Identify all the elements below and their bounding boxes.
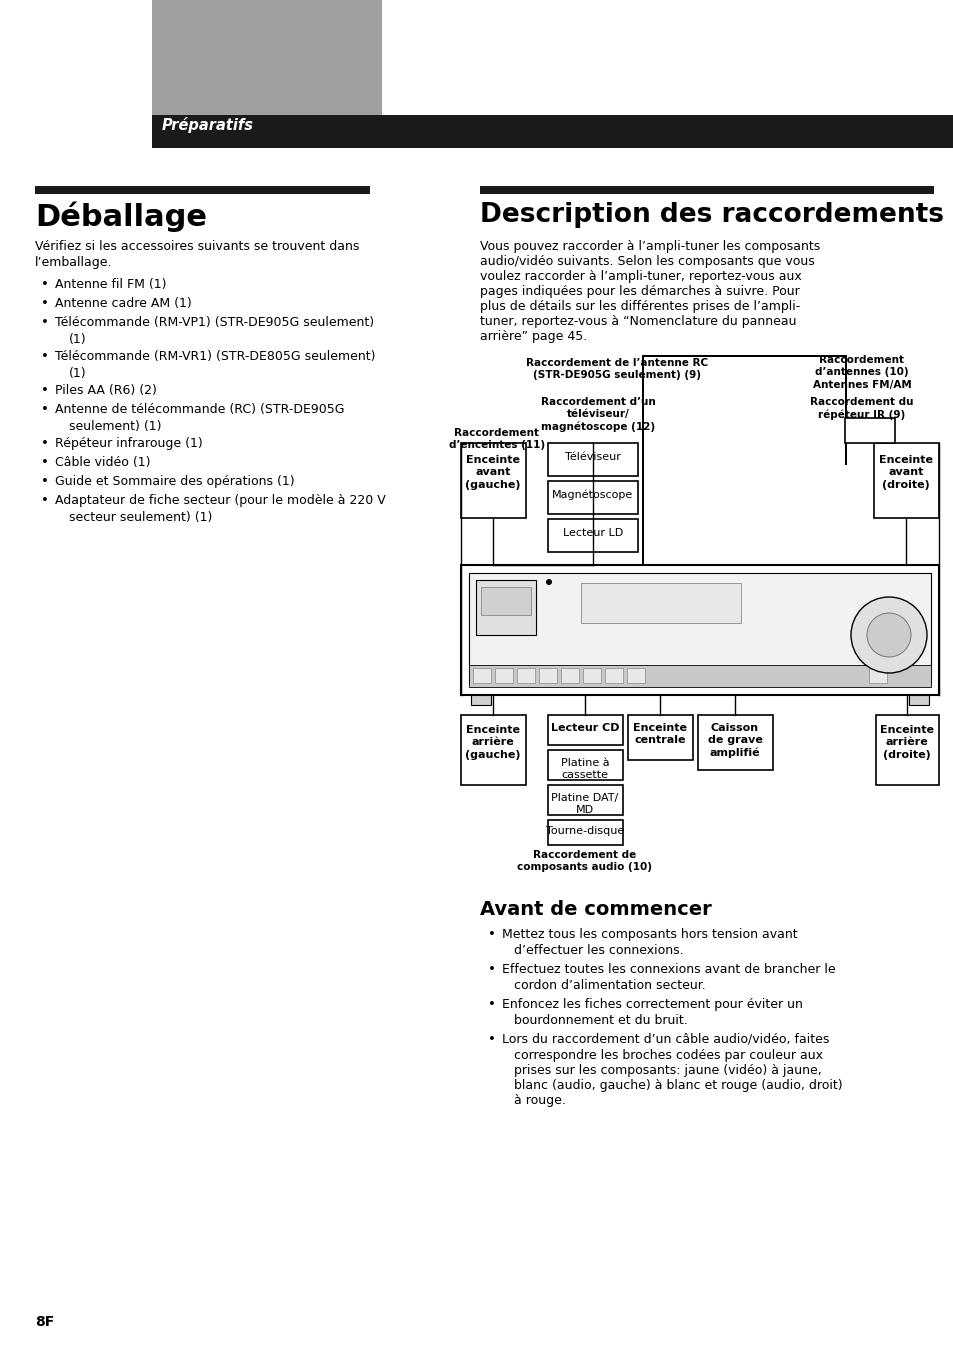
Text: plus de détails sur les différentes prises de l’ampli-: plus de détails sur les différentes pris… bbox=[479, 300, 800, 313]
Circle shape bbox=[866, 613, 910, 657]
Text: prises sur les composants: jaune (vidéo) à jaune,: prises sur les composants: jaune (vidéo)… bbox=[514, 1065, 821, 1077]
Text: Antenne cadre AM (1): Antenne cadre AM (1) bbox=[55, 297, 192, 309]
Bar bbox=[560, 667, 578, 684]
Bar bbox=[641, 355, 844, 357]
Text: Enceinte
avant
(gauche): Enceinte avant (gauche) bbox=[465, 455, 520, 490]
Text: •: • bbox=[41, 316, 49, 330]
Circle shape bbox=[545, 580, 552, 585]
Text: Vérifiez si les accessoires suivants se trouvent dans: Vérifiez si les accessoires suivants se … bbox=[35, 240, 359, 253]
Bar bbox=[604, 667, 622, 684]
Bar bbox=[547, 715, 622, 744]
Bar bbox=[547, 785, 622, 815]
Text: Tourne-disque: Tourne-disque bbox=[545, 825, 623, 836]
Text: •: • bbox=[41, 494, 49, 507]
Circle shape bbox=[850, 597, 926, 673]
Text: (1): (1) bbox=[69, 367, 87, 380]
Bar bbox=[580, 584, 740, 623]
Bar bbox=[152, 115, 953, 149]
Text: Platine DAT/
MD: Platine DAT/ MD bbox=[551, 793, 618, 816]
Text: •: • bbox=[41, 384, 49, 397]
Text: Enceinte
arrière
(droite): Enceinte arrière (droite) bbox=[879, 725, 933, 759]
Text: l’emballage.: l’emballage. bbox=[35, 255, 112, 269]
Text: •: • bbox=[41, 297, 49, 309]
Text: Effectuez toutes les connexions avant de brancher le: Effectuez toutes les connexions avant de… bbox=[501, 963, 835, 975]
Text: Enceinte
centrale: Enceinte centrale bbox=[633, 723, 686, 746]
Text: •: • bbox=[41, 476, 49, 488]
Bar bbox=[35, 186, 370, 195]
Text: Magnétoscope: Magnétoscope bbox=[552, 490, 633, 500]
Text: Raccordement d’un
téléviseur/
magnétoscope (12): Raccordement d’un téléviseur/ magnétosco… bbox=[540, 397, 655, 432]
Text: pages indiquées pour les démarches à suivre. Pour: pages indiquées pour les démarches à sui… bbox=[479, 285, 799, 299]
Text: •: • bbox=[41, 436, 49, 450]
Bar bbox=[547, 519, 638, 553]
Text: secteur seulement) (1): secteur seulement) (1) bbox=[69, 511, 213, 524]
Text: (1): (1) bbox=[69, 332, 87, 346]
Text: •: • bbox=[41, 278, 49, 290]
Bar bbox=[582, 667, 600, 684]
Bar bbox=[538, 667, 557, 684]
Text: seulement) (1): seulement) (1) bbox=[69, 420, 161, 434]
Bar bbox=[698, 715, 772, 770]
Bar bbox=[547, 820, 622, 844]
Text: Lecteur LD: Lecteur LD bbox=[562, 528, 622, 538]
Text: Caisson
de grave
amplifié: Caisson de grave amplifié bbox=[707, 723, 761, 758]
Bar bbox=[460, 565, 938, 694]
Text: Téléviseur: Téléviseur bbox=[564, 453, 620, 462]
Text: Télécommande (RM-VP1) (STR-DE905G seulement): Télécommande (RM-VP1) (STR-DE905G seulem… bbox=[55, 316, 374, 330]
Text: à rouge.: à rouge. bbox=[514, 1094, 565, 1106]
Text: voulez raccorder à l’ampli-tuner, reportez-vous aux: voulez raccorder à l’ampli-tuner, report… bbox=[479, 270, 801, 282]
Bar bbox=[469, 665, 930, 688]
Text: cordon d’alimentation secteur.: cordon d’alimentation secteur. bbox=[514, 979, 705, 992]
Text: Raccordement de
composants audio (10): Raccordement de composants audio (10) bbox=[517, 850, 652, 873]
Text: Piles AA (R6) (2): Piles AA (R6) (2) bbox=[55, 384, 156, 397]
Text: Vous pouvez raccorder à l’ampli-tuner les composants: Vous pouvez raccorder à l’ampli-tuner le… bbox=[479, 240, 820, 253]
Text: •: • bbox=[488, 998, 496, 1011]
Bar bbox=[473, 667, 491, 684]
Text: Répéteur infrarouge (1): Répéteur infrarouge (1) bbox=[55, 436, 203, 450]
Text: Raccordement
d’antennes (10)
Antennes FM/AM: Raccordement d’antennes (10) Antennes FM… bbox=[812, 355, 910, 390]
Bar bbox=[844, 355, 846, 465]
Text: blanc (audio, gauche) à blanc et rouge (audio, droit): blanc (audio, gauche) à blanc et rouge (… bbox=[514, 1079, 841, 1092]
Text: Mettez tous les composants hors tension avant: Mettez tous les composants hors tension … bbox=[501, 928, 797, 942]
Text: Adaptateur de fiche secteur (pour le modèle à 220 V: Adaptateur de fiche secteur (pour le mod… bbox=[55, 494, 385, 507]
Text: Raccordement de l’antenne RC
(STR-DE905G seulement) (9): Raccordement de l’antenne RC (STR-DE905G… bbox=[525, 358, 707, 381]
Text: Déballage: Déballage bbox=[35, 203, 207, 232]
Bar bbox=[641, 355, 643, 565]
Text: Préparatifs: Préparatifs bbox=[162, 118, 253, 132]
Bar bbox=[547, 481, 638, 513]
Bar bbox=[152, 0, 381, 115]
Text: •: • bbox=[41, 350, 49, 363]
Text: arrière” page 45.: arrière” page 45. bbox=[479, 330, 587, 343]
Bar bbox=[547, 443, 638, 476]
Text: d’effectuer les connexions.: d’effectuer les connexions. bbox=[514, 944, 683, 957]
Bar bbox=[469, 573, 930, 684]
Bar bbox=[844, 417, 894, 443]
Text: bourdonnement et du bruit.: bourdonnement et du bruit. bbox=[514, 1015, 687, 1027]
Text: 8F: 8F bbox=[35, 1315, 54, 1329]
Bar bbox=[460, 715, 525, 785]
Text: Antenne de télécommande (RC) (STR-DE905G: Antenne de télécommande (RC) (STR-DE905G bbox=[55, 403, 344, 416]
Bar bbox=[471, 694, 491, 705]
Bar bbox=[495, 667, 513, 684]
Bar bbox=[547, 750, 622, 780]
Text: Description des raccordements: Description des raccordements bbox=[479, 203, 943, 228]
Bar bbox=[517, 667, 535, 684]
Text: Télécommande (RM-VR1) (STR-DE805G seulement): Télécommande (RM-VR1) (STR-DE805G seulem… bbox=[55, 350, 375, 363]
Text: Lecteur CD: Lecteur CD bbox=[550, 723, 618, 734]
Text: Antenne fil FM (1): Antenne fil FM (1) bbox=[55, 278, 167, 290]
Bar bbox=[479, 186, 933, 195]
Text: tuner, reportez-vous à “Nomenclature du panneau: tuner, reportez-vous à “Nomenclature du … bbox=[479, 315, 796, 328]
Text: Platine à
cassette: Platine à cassette bbox=[560, 758, 609, 781]
Text: Enfoncez les fiches correctement pour éviter un: Enfoncez les fiches correctement pour év… bbox=[501, 998, 802, 1011]
Text: •: • bbox=[488, 928, 496, 942]
Text: Raccordement
d’enceintes (11): Raccordement d’enceintes (11) bbox=[449, 428, 544, 450]
Text: •: • bbox=[488, 963, 496, 975]
Bar bbox=[460, 443, 525, 517]
Bar bbox=[873, 443, 938, 517]
Bar bbox=[476, 580, 536, 635]
Text: •: • bbox=[41, 403, 49, 416]
Bar bbox=[626, 667, 644, 684]
Bar bbox=[908, 694, 928, 705]
Text: Enceinte
avant
(droite): Enceinte avant (droite) bbox=[878, 455, 932, 490]
Text: correspondre les broches codées par couleur aux: correspondre les broches codées par coul… bbox=[514, 1048, 822, 1062]
